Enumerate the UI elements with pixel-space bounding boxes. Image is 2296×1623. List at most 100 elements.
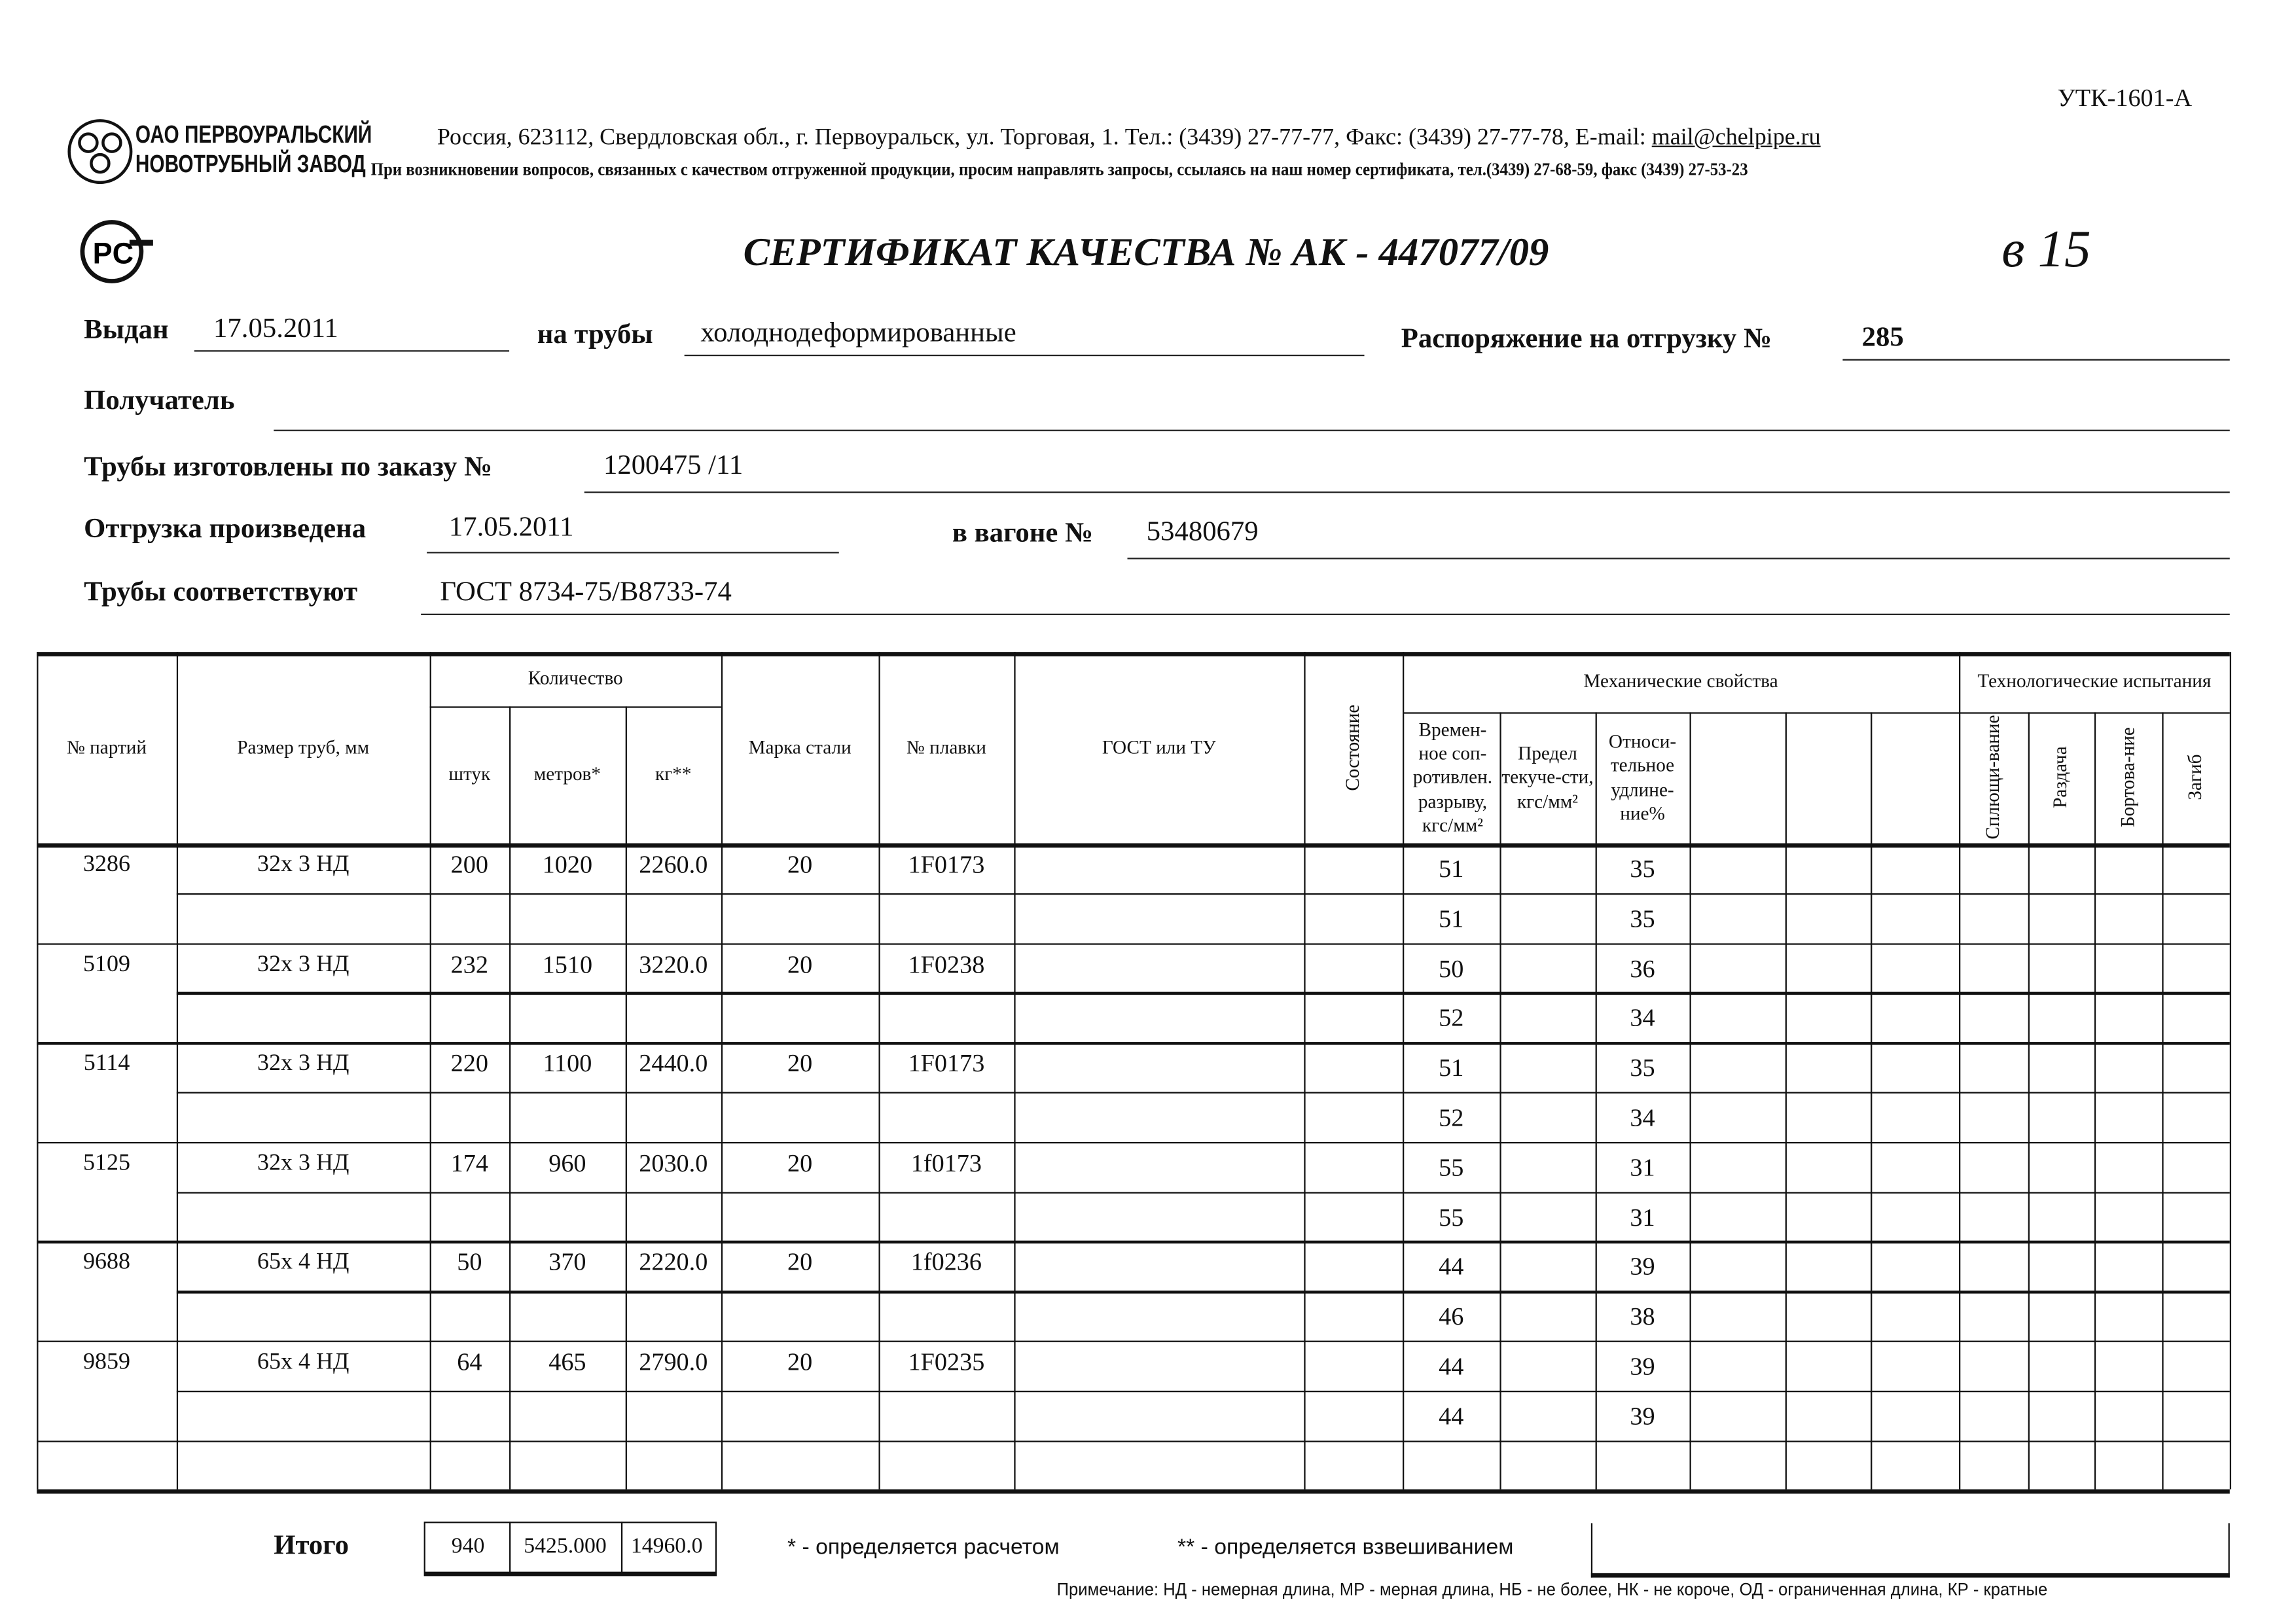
tensile-value: 52 [1439, 1103, 1464, 1132]
header-batch: № партий [37, 652, 177, 843]
column-line [429, 652, 432, 1490]
company-name-line2: НОВОТРУБНЫЙ ЗАВОД [135, 150, 366, 179]
column-line [625, 706, 628, 1490]
column-line [176, 652, 179, 1490]
tensile-value: 50 [1439, 954, 1464, 983]
company-logo-icon [67, 119, 133, 185]
batch-size: 32х 3 НД [257, 1150, 350, 1176]
row-line [37, 1141, 2230, 1144]
column-line [1304, 652, 1306, 1490]
order-label: Трубы изготовлены по заказу № [84, 452, 492, 483]
row-line [176, 1092, 2230, 1094]
batch-batch: 5125 [83, 1150, 131, 1176]
header-bend-text: Загиб [2183, 755, 2206, 801]
header-gost-text: ГОСТ или ТУ [1102, 736, 1216, 758]
batch-heat: 1f0236 [910, 1248, 982, 1277]
conformity-standard: ГОСТ 8734-75/В8733-74 [440, 577, 732, 608]
tensile-value: 44 [1439, 1253, 1464, 1281]
elongation-value: 39 [1630, 1352, 1655, 1381]
header-quantity-text: Количество [528, 667, 623, 690]
elongation-value: 36 [1630, 954, 1655, 983]
rst-mark: PC [77, 213, 159, 291]
header-batch-text: № партий [66, 736, 147, 758]
shipping-order-number: 285 [1861, 322, 1904, 353]
batch-pcs: 174 [450, 1149, 489, 1177]
footnote-calculated: * - определяется расчетом [787, 1535, 1060, 1560]
total-pcs: 940 [451, 1535, 485, 1559]
form-code: УТК-1601-А [2057, 84, 2193, 112]
batch-steel: 20 [787, 950, 813, 978]
batch-meters: 1510 [542, 950, 593, 978]
total-label: Итого [274, 1530, 350, 1561]
address: Россия, 623112, Свердловская обл., г. Пе… [437, 125, 1652, 151]
batch-heat: 1F0173 [908, 850, 985, 879]
batch-heat: 1F0235 [908, 1347, 985, 1376]
batch-heat: 1f0173 [910, 1149, 982, 1177]
elongation-value: 34 [1630, 1004, 1655, 1033]
elongation-value: 31 [1630, 1153, 1655, 1182]
row-line [176, 1390, 2230, 1393]
batch-meters: 960 [548, 1149, 586, 1177]
row-line [176, 992, 2230, 995]
batch-batch: 5109 [83, 951, 131, 977]
batch-meters: 1100 [543, 1049, 592, 1078]
row-line [37, 1042, 2230, 1044]
elongation-value: 39 [1630, 1253, 1655, 1281]
elongation-value: 39 [1630, 1402, 1655, 1431]
batch-steel: 20 [787, 1049, 813, 1078]
elongation-value: 31 [1630, 1203, 1655, 1232]
header-state: Состояние [1304, 652, 1403, 843]
quantity-subheader-line [429, 706, 721, 709]
header-flattening-text: Сплющи-вание [1981, 715, 2004, 840]
company-name: ОАО ПЕРВОУРАЛЬСКИЙ НОВОТРУБНЫЙ ЗАВОД [135, 120, 372, 179]
tensile-value: 51 [1439, 855, 1464, 883]
header-flattening: Сплющи-вание [1959, 712, 2028, 843]
shipping-order-label: Распоряжение на отгрузку № [1401, 323, 1772, 355]
company-name-line1: ОАО ПЕРВОУРАЛЬСКИЙ [135, 120, 372, 149]
wagon-number: 53480679 [1146, 516, 1259, 548]
header-tech-tests-text: Технологические испытания [1977, 670, 2212, 692]
email-link[interactable]: mail@chelpipe.ru [1651, 125, 1821, 151]
tensile-value: 44 [1439, 1402, 1464, 1431]
column-line [878, 652, 881, 1490]
header-tensile-text: Времен-ное соп-ротивлен. разрыву, кгс/мм… [1412, 718, 1493, 836]
header-yield: Предел текуче-сти, кгс/мм² [1499, 712, 1595, 843]
batch-batch: 9688 [83, 1250, 131, 1275]
row-line [176, 1191, 2230, 1194]
batch-batch: 5114 [83, 1050, 130, 1077]
header-mechanical-text: Механические свойства [1583, 670, 1778, 692]
tensile-value: 51 [1439, 1054, 1464, 1082]
elongation-value: 35 [1630, 855, 1655, 883]
tensile-value: 44 [1439, 1352, 1464, 1381]
mech-subheader-line [1403, 712, 2230, 715]
tensile-value: 46 [1439, 1302, 1464, 1331]
column-line [1595, 712, 1598, 1490]
header-heat: № плавки [878, 652, 1014, 843]
header-meters-text: метров* [533, 762, 601, 785]
elongation-value: 34 [1630, 1103, 1655, 1132]
tensile-value: 51 [1439, 904, 1464, 933]
column-line [2162, 712, 2164, 1490]
batch-pcs: 50 [457, 1248, 482, 1277]
header-steel-text: Марка стали [748, 736, 852, 758]
batch-pcs: 220 [450, 1049, 489, 1078]
header-flanging-text: Бортова-ние [2116, 727, 2139, 828]
batch-size: 65х 4 НД [257, 1250, 350, 1275]
header-size-text: Размер труб, мм [237, 736, 370, 758]
address-line: Россия, 623112, Свердловская обл., г. Пе… [437, 125, 1821, 151]
recipient-label: Получатель [84, 385, 235, 417]
row-line [37, 1440, 2230, 1442]
header-size: Размер труб, мм [177, 652, 430, 843]
notice: При возникновении вопросов, связанных с … [370, 158, 1748, 180]
batch-heat: 1F0173 [908, 1049, 985, 1078]
row-line [37, 1241, 2230, 1243]
header-yield-text: Предел текуче-сти, кгс/мм² [1501, 741, 1594, 812]
header-elongation-text: Относи-тельное удлине-ние% [1608, 730, 1677, 824]
elongation-value: 35 [1630, 1054, 1655, 1082]
header-flanging: Бортова-ние [2094, 712, 2162, 843]
tensile-value: 55 [1439, 1203, 1464, 1232]
row-line [37, 1340, 2230, 1343]
batch-kg: 2260.0 [639, 850, 708, 879]
batch-size: 32х 3 НД [257, 951, 350, 977]
batch-batch: 3286 [83, 851, 131, 878]
